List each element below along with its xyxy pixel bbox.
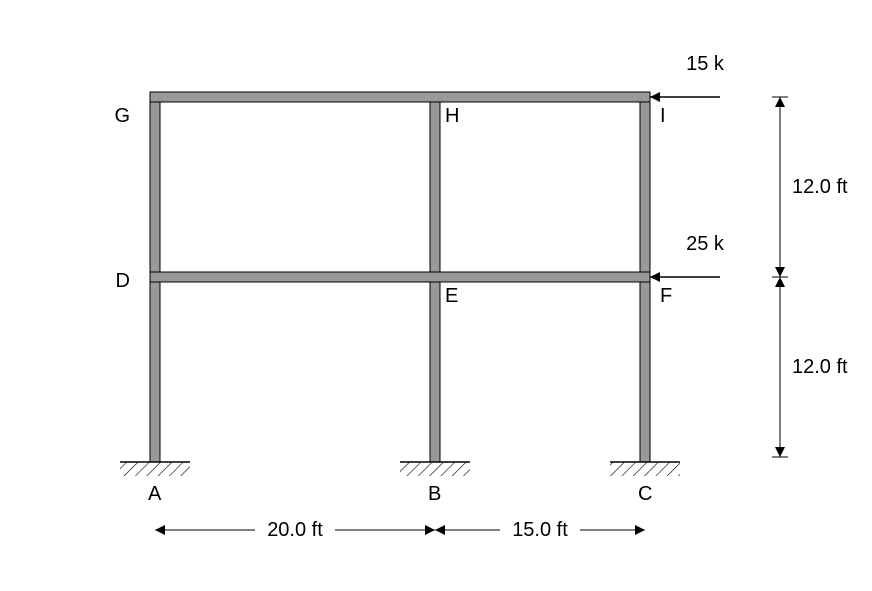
frame-member [150, 272, 650, 282]
load-label: 15 k [686, 53, 725, 75]
fixed-support [610, 462, 680, 476]
frame-member [150, 92, 650, 102]
load-label: 25 k [686, 233, 725, 255]
node-label: D [116, 270, 130, 292]
node-label: I [660, 105, 666, 127]
node-label: B [428, 483, 441, 505]
dimension-label: 15.0 ft [512, 519, 568, 541]
dimension-label: 20.0 ft [267, 519, 323, 541]
node-label: G [114, 105, 130, 127]
structural-frame-diagram: 15 k 25 k 20.0 ft 15.0 ft 12.0 ft 12.0 ft A B C D… [0, 0, 872, 591]
node-label: A [148, 483, 162, 505]
fixed-support [120, 462, 190, 476]
node-label: E [445, 285, 458, 307]
fixed-support [400, 462, 470, 476]
node-label: C [638, 483, 652, 505]
node-label: H [445, 105, 459, 127]
dimension-label: 12.0 ft [792, 176, 848, 198]
node-label: F [660, 285, 672, 307]
dimension-label: 12.0 ft [792, 356, 848, 378]
